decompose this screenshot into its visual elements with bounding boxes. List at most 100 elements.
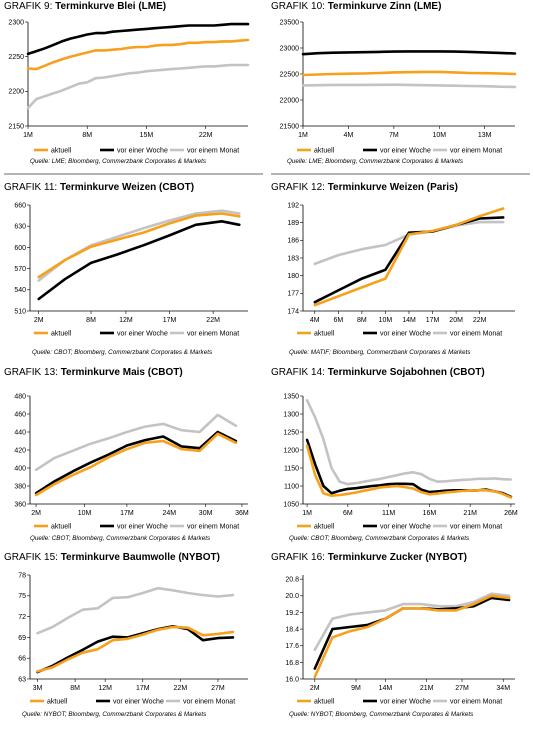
- x-tick-label: 4M: [310, 317, 320, 324]
- x-tick-label: 11M: [382, 510, 395, 517]
- y-tick-label: 480: [14, 393, 26, 400]
- divider: [271, 173, 530, 175]
- series-line: [305, 444, 513, 499]
- series-line: [36, 625, 235, 673]
- legend-label: aktuell: [51, 330, 72, 337]
- x-tick-label: 8M: [70, 685, 80, 692]
- y-tick-label: 1200: [283, 447, 299, 454]
- legend-label: vor einer Woche: [380, 147, 431, 154]
- chart-panel-zinn: GRAFIK 10: Terminkurve Zinn (LME) 21500 2…: [267, 0, 533, 180]
- chart-panel-zucker: GRAFIK 16: Terminkurve Zucker (NYBOT) 16…: [267, 551, 533, 731]
- line-chart: 1050 1100 1150 1200 1250 1300 1350 1M 6M 11M 16M 21…: [283, 393, 518, 530]
- y-tick-label: 20.8: [285, 577, 299, 584]
- legend-label: aktuell: [314, 147, 335, 154]
- chart-title: GRAFIK 16: Terminkurve Zucker (NYBOT): [271, 551, 467, 564]
- line-chart: 21500 22000 22500 23000 23500 1M 4M 7M 10M 13M akt…: [280, 19, 517, 154]
- x-tick-label: 17M: [426, 317, 440, 324]
- x-tick-label: 6M: [343, 510, 353, 517]
- chart-source: Quelle: CBOT; Bloomberg, Commerzbank Cor…: [289, 535, 470, 542]
- chart-source: Quelle: NYBOT; Bloomberg, Commerzbank Co…: [289, 711, 474, 718]
- x-tick-label: 7M: [389, 132, 399, 139]
- x-tick-label: 10M: [379, 317, 393, 324]
- chart-source: Quelle: MATIF; Bloomberg, Commerzbank Co…: [289, 349, 471, 356]
- legend-label: vor einer Woche: [117, 147, 168, 154]
- x-tick-label: 8M: [82, 132, 92, 139]
- legend-label: aktuell: [314, 698, 335, 705]
- x-tick-label: 17M: [163, 317, 177, 324]
- x-tick-label: 10M: [432, 132, 446, 139]
- y-tick-label: 1150: [284, 465, 299, 472]
- y-tick-label: 16.8: [285, 660, 299, 667]
- x-tick-label: 22M: [206, 317, 220, 324]
- x-tick-label: 14M: [402, 317, 416, 324]
- chart-title: GRAFIK 9: Terminkurve Blei (LME): [4, 0, 166, 13]
- y-tick-label: 180: [287, 273, 299, 280]
- series-line: [26, 22, 250, 56]
- legend-label: vor einer Woche: [113, 698, 164, 705]
- x-tick-label: 26M: [504, 510, 518, 517]
- series-line: [26, 38, 250, 71]
- series-line: [313, 220, 505, 266]
- legend-label: vor einer Woche: [117, 330, 168, 337]
- series-line: [34, 430, 238, 495]
- y-tick-label: 16.0: [285, 676, 299, 683]
- x-tick-label: 9M: [351, 685, 361, 692]
- x-tick-label: 17M: [136, 685, 150, 692]
- chart-title: GRAFIK 11: Terminkurve Weizen (CBOT): [4, 181, 194, 194]
- divider: [4, 173, 263, 175]
- chart-source: Quelle: LME; Bloomberg, Commerzbank Corp…: [287, 158, 464, 165]
- x-tick-label: 1M: [302, 510, 312, 517]
- y-tick-label: 1350: [283, 393, 299, 400]
- chart-number: GRAFIK 13:: [4, 367, 58, 378]
- legend-label: aktuell: [314, 330, 335, 337]
- chart-number: GRAFIK 9:: [4, 1, 53, 12]
- chart-title-text: Terminkurve Weizen (Paris): [327, 182, 458, 193]
- x-tick-label: 3M: [33, 685, 43, 692]
- y-tick-label: 2300: [8, 19, 24, 26]
- series-line: [301, 50, 517, 56]
- chart-title-text: Terminkurve Baumwolle (NYBOT): [60, 552, 220, 563]
- legend-label: vor einer Woche: [380, 330, 431, 337]
- x-tick-label: 30M: [199, 510, 213, 517]
- legend-label: vor einem Monat: [450, 698, 502, 705]
- line-chart: 360 380 400 420 440 460 480 2M 10M 17M 24M 30M 36M ak…: [14, 393, 249, 530]
- series-line: [301, 83, 517, 89]
- chart-number: GRAFIK 16:: [271, 552, 325, 563]
- series-line: [301, 70, 517, 77]
- y-tick-label: 75: [18, 593, 26, 600]
- legend-label: aktuell: [51, 147, 72, 154]
- series-line: [313, 594, 511, 679]
- y-tick-label: 1100: [284, 483, 299, 490]
- x-tick-label: 1M: [298, 132, 308, 139]
- x-tick-label: 4M: [344, 132, 354, 139]
- legend-label: aktuell: [51, 523, 72, 530]
- legend-label: aktuell: [314, 523, 335, 530]
- x-tick-label: 2M: [310, 685, 320, 692]
- chart-title-text: Terminkurve Mais (CBOT): [60, 367, 183, 378]
- chart-title-text: Terminkurve Zinn (LME): [327, 1, 442, 12]
- series-line: [37, 212, 241, 279]
- y-tick-label: 1250: [283, 429, 299, 436]
- chart-number: GRAFIK 10:: [271, 1, 325, 12]
- chart-number: GRAFIK 12:: [271, 182, 325, 193]
- y-tick-label: 360: [14, 501, 26, 508]
- x-tick-label: 22M: [199, 132, 213, 139]
- y-tick-label: 21500: [280, 123, 300, 130]
- y-tick-label: 2200: [8, 89, 24, 96]
- legend-label: aktuell: [47, 698, 68, 705]
- x-tick-label: 17M: [120, 510, 134, 517]
- legend-label: vor einer Woche: [380, 523, 431, 530]
- chart-title: GRAFIK 13: Terminkurve Mais (CBOT): [4, 366, 183, 379]
- y-tick-label: 440: [14, 429, 26, 436]
- legend-label: vor einem Monat: [450, 147, 502, 154]
- chart-panel-soja: GRAFIK 14: Terminkurve Sojabohnen (CBOT)…: [267, 366, 533, 546]
- chart-title: GRAFIK 12: Terminkurve Weizen (Paris): [271, 181, 458, 194]
- y-tick-label: 380: [14, 483, 26, 490]
- y-tick-label: 510: [14, 308, 26, 315]
- y-tick-label: 460: [14, 411, 26, 418]
- legend-label: vor einem Monat: [187, 523, 239, 530]
- y-tick-label: 2250: [8, 54, 24, 61]
- y-tick-label: 19.2: [285, 610, 299, 617]
- y-tick-label: 630: [14, 224, 26, 231]
- series-line: [313, 207, 505, 307]
